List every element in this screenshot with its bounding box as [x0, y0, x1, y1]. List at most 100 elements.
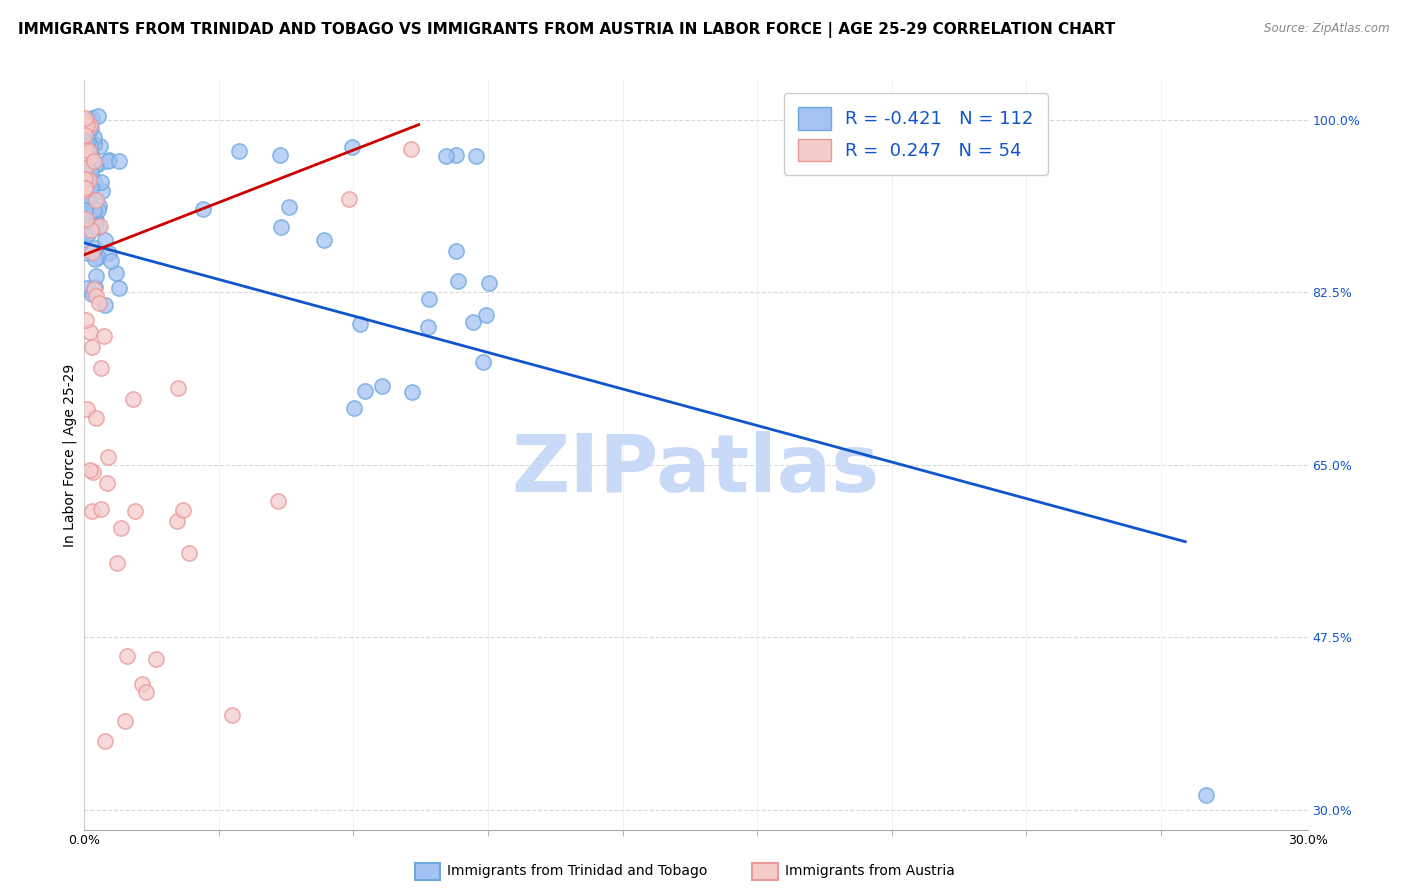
Point: [339, 192, 361, 206]
Point: [83, 153, 105, 168]
Point: [77, 213, 100, 227]
Point: [76, 119, 98, 133]
Point: [77, 193, 100, 207]
Point: [228, 144, 250, 158]
Point: [75, 129, 97, 144]
Point: [76, 226, 98, 240]
Text: Source: ZipAtlas.com: Source: ZipAtlas.com: [1264, 22, 1389, 36]
Point: [418, 292, 440, 306]
Point: [75, 148, 97, 162]
Point: [269, 147, 291, 161]
Point: [94, 234, 117, 248]
Point: [75, 203, 97, 218]
Point: [83, 202, 105, 217]
Point: [80, 223, 103, 237]
Point: [89, 219, 111, 233]
Point: [277, 200, 299, 214]
Point: [87, 203, 110, 218]
Point: [221, 708, 243, 723]
Point: [478, 276, 501, 290]
Point: [124, 504, 146, 518]
Point: [77, 227, 100, 241]
Point: [73, 201, 96, 215]
Point: [77, 150, 100, 164]
Point: [82, 218, 104, 232]
Point: [73, 176, 96, 190]
Point: [75, 171, 97, 186]
Point: [135, 684, 157, 698]
Point: [121, 392, 143, 406]
Point: [98, 246, 121, 260]
Point: [75, 223, 97, 237]
Point: [1195, 788, 1218, 802]
Point: [77, 158, 100, 172]
Point: [87, 109, 110, 123]
Point: [97, 153, 120, 168]
Point: [110, 521, 132, 535]
Point: [83, 282, 105, 296]
Point: [80, 165, 103, 179]
Point: [353, 384, 375, 398]
Point: [267, 494, 290, 508]
Point: [79, 325, 101, 339]
Point: [447, 274, 470, 288]
Point: [77, 113, 100, 128]
Point: [76, 138, 98, 153]
Point: [105, 557, 128, 571]
Point: [73, 117, 96, 131]
Point: [93, 734, 115, 748]
Point: [84, 194, 107, 208]
Point: [73, 128, 96, 142]
Point: [83, 130, 105, 145]
Point: [90, 184, 112, 198]
Point: [76, 201, 98, 215]
Point: [399, 142, 422, 156]
Point: [472, 355, 495, 369]
Point: [75, 146, 97, 161]
Point: [83, 174, 105, 188]
Point: [172, 503, 194, 517]
Point: [77, 121, 100, 136]
Point: [77, 165, 100, 179]
Point: [73, 112, 96, 127]
Point: [87, 296, 110, 310]
Point: [75, 114, 97, 128]
Point: [75, 157, 97, 171]
Point: [77, 134, 100, 148]
Point: [416, 320, 439, 334]
Point: [73, 112, 96, 127]
Point: [73, 164, 96, 178]
Point: [475, 309, 498, 323]
Point: [75, 161, 97, 175]
Point: [340, 140, 363, 154]
Point: [83, 137, 105, 152]
Point: [89, 139, 111, 153]
Point: [75, 178, 97, 193]
Point: [167, 381, 190, 395]
Point: [89, 199, 111, 213]
Point: [79, 463, 101, 477]
Text: IMMIGRANTS FROM TRINIDAD AND TOBAGO VS IMMIGRANTS FROM AUSTRIA IN LABOR FORCE | : IMMIGRANTS FROM TRINIDAD AND TOBAGO VS I…: [18, 22, 1115, 38]
Point: [80, 180, 103, 194]
Point: [79, 179, 101, 194]
Point: [80, 111, 103, 125]
Point: [90, 175, 112, 189]
Point: [77, 162, 100, 177]
Point: [73, 112, 96, 127]
Point: [76, 208, 98, 222]
Point: [349, 317, 371, 331]
Point: [401, 385, 423, 400]
Point: [77, 153, 100, 168]
Point: [444, 244, 467, 258]
Point: [177, 546, 200, 560]
Point: [75, 115, 97, 129]
Point: [73, 181, 96, 195]
Point: [73, 130, 96, 145]
Point: [434, 149, 457, 163]
Point: [80, 120, 103, 135]
Point: [84, 213, 107, 227]
Point: [76, 401, 98, 416]
Point: [93, 329, 115, 343]
Point: [77, 151, 100, 165]
Point: [97, 450, 120, 465]
